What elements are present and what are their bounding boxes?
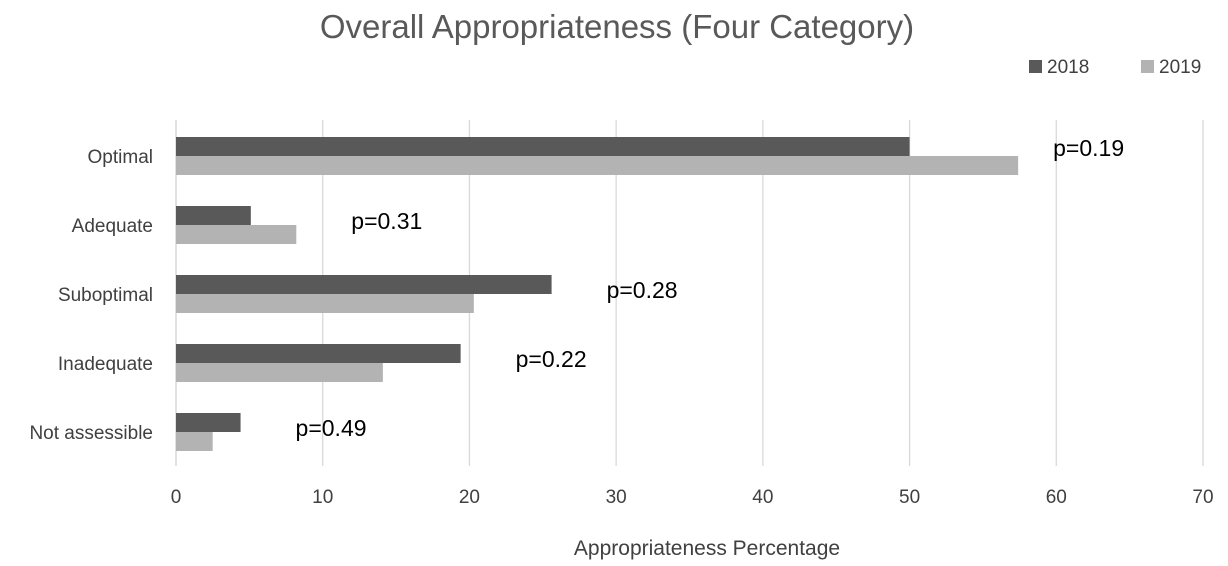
bar-2019 — [176, 363, 383, 382]
x-tick-label: 60 — [1046, 487, 1067, 508]
category-labels: Optimal Adequate Suboptimal Inadequate Not a… — [29, 147, 153, 444]
bar-2019 — [176, 432, 213, 451]
legend-label-2018: 2018 — [1047, 57, 1089, 78]
legend-label-2019: 2019 — [1159, 57, 1201, 78]
x-tick-labels: 0 10 20 30 40 50 60 70 — [171, 487, 1214, 508]
p-value-annotations: p=0.19 p=0.31 p=0.28 p=0.22 p=0.49 — [296, 135, 1125, 441]
bar-2018 — [176, 275, 552, 294]
p-value-annotation: p=0.31 — [351, 208, 422, 234]
chart-title: Overall Appropriateness (Four Category) — [320, 8, 914, 45]
bar-2019 — [176, 156, 1019, 175]
category-label: Not assessible — [29, 423, 153, 444]
p-value-annotation: p=0.28 — [607, 277, 678, 303]
bar-2018 — [176, 344, 461, 363]
category-label: Inadequate — [58, 354, 153, 375]
p-value-annotation: p=0.19 — [1053, 135, 1124, 161]
x-tick-label: 50 — [899, 487, 920, 508]
x-tick-label: 40 — [752, 487, 773, 508]
x-tick-label: 70 — [1192, 487, 1213, 508]
legend-swatch-2018 — [1029, 60, 1042, 73]
x-tick-label: 20 — [459, 487, 480, 508]
category-label: Suboptimal — [58, 285, 153, 306]
p-value-annotation: p=0.22 — [516, 346, 587, 372]
bar-2018 — [176, 413, 241, 432]
bar-2019 — [176, 294, 474, 313]
category-label: Optimal — [88, 147, 153, 168]
legend: 2018 2019 — [1029, 57, 1201, 78]
bar-2019 — [176, 225, 297, 244]
bar-2018 — [176, 137, 910, 156]
x-axis-title: Appropriateness Percentage — [574, 537, 840, 560]
category-label: Adequate — [72, 216, 153, 237]
legend-swatch-2019 — [1141, 60, 1154, 73]
bar-2018 — [176, 206, 251, 225]
bars — [176, 137, 1019, 451]
p-value-annotation: p=0.49 — [296, 415, 367, 441]
x-tick-label: 30 — [606, 487, 627, 508]
x-tick-label: 10 — [312, 487, 333, 508]
x-tick-label: 0 — [171, 487, 182, 508]
